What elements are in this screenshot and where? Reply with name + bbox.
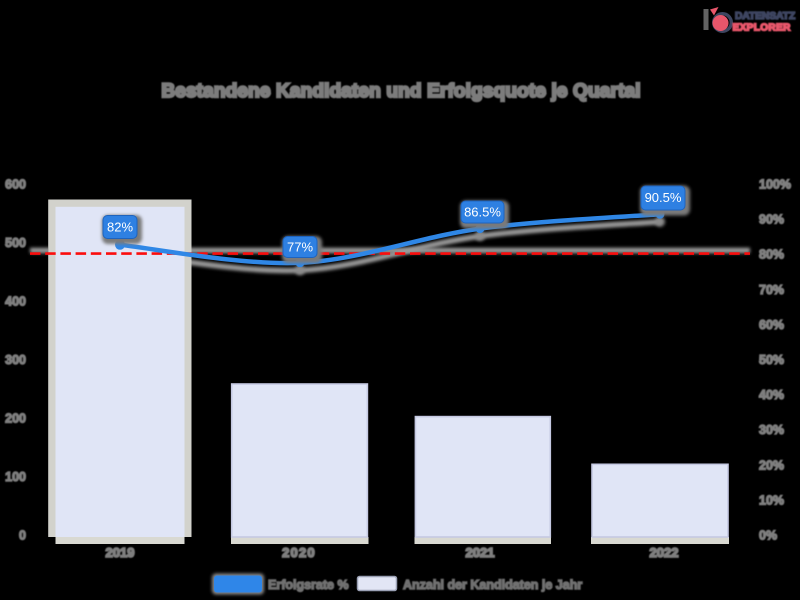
svg-text:EXPLORER: EXPLORER <box>733 23 792 34</box>
svg-text:Anzahl der Kandidaten je Jahr: Anzahl der Kandidaten je Jahr <box>403 578 582 592</box>
svg-text:300: 300 <box>5 353 26 367</box>
svg-text:80%: 80% <box>759 248 784 262</box>
svg-text:10%: 10% <box>759 493 784 507</box>
svg-text:500: 500 <box>5 236 26 250</box>
svg-text:100: 100 <box>5 470 26 484</box>
svg-text:Erfolgsrate %: Erfolgsrate % <box>268 578 349 592</box>
svg-text:50%: 50% <box>759 353 784 367</box>
svg-text:2022: 2022 <box>650 545 679 560</box>
svg-text:40%: 40% <box>759 388 784 402</box>
svg-text:2019: 2019 <box>106 545 135 560</box>
svg-text:200: 200 <box>5 412 26 426</box>
svg-text:400: 400 <box>5 295 26 309</box>
svg-text:0%: 0% <box>759 529 777 543</box>
svg-text:77%: 77% <box>287 240 313 255</box>
svg-text:2020: 2020 <box>282 545 316 560</box>
svg-text:30%: 30% <box>759 423 784 437</box>
svg-text:90%: 90% <box>759 213 784 227</box>
svg-text:Bestandene Kandidaten und Erfo: Bestandene Kandidaten und Erfolgsquote j… <box>161 81 640 102</box>
svg-text:100%: 100% <box>759 178 791 192</box>
svg-text:DATENSATZ: DATENSATZ <box>735 11 795 22</box>
svg-text:60%: 60% <box>759 318 784 332</box>
svg-text:82%: 82% <box>107 220 133 235</box>
svg-text:2021: 2021 <box>466 545 495 560</box>
svg-text:600: 600 <box>5 178 26 192</box>
svg-text:86.5%: 86.5% <box>464 205 501 220</box>
svg-text:90.5%: 90.5% <box>645 190 682 205</box>
svg-text:20%: 20% <box>759 458 784 472</box>
svg-text:70%: 70% <box>759 283 784 297</box>
svg-text:0: 0 <box>19 529 26 543</box>
